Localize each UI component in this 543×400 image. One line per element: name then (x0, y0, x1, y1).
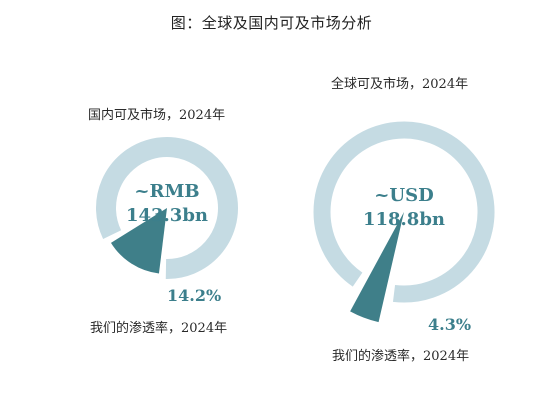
domestic-penetration-slice (110, 208, 167, 274)
global-market-chart: 全球可及市场，2024年 ~USD 118.8bn 4.3% 我们的渗透率，20… (313, 76, 495, 364)
domestic-market-currency: ~RMB (134, 181, 199, 202)
global-market-currency: ~USD (374, 185, 433, 206)
domestic-penetration-label: 我们的渗透率，2024年 (90, 320, 227, 336)
domestic-penetration-percent: 14.2% (167, 286, 221, 305)
global-market-title: 全球可及市场，2024年 (331, 76, 468, 92)
global-market-ring (313, 121, 495, 303)
global-penetration-label: 我们的渗透率，2024年 (332, 348, 469, 364)
domestic-market-title: 国内可及市场，2024年 (88, 107, 225, 123)
global-penetration-percent: 4.3% (428, 315, 471, 334)
global-market-size: 118.8bn (363, 209, 445, 230)
figure-title: 图：全球及国内可及市场分析 (170, 14, 373, 32)
domestic-market-size: 143.3bn (126, 205, 208, 226)
domestic-market-ring (96, 137, 238, 279)
global-penetration-slice (350, 212, 404, 323)
domestic-market-chart: 国内可及市场，2024年 ~RMB 143.3bn 14.2% 我们的渗透率，2… (88, 107, 238, 336)
